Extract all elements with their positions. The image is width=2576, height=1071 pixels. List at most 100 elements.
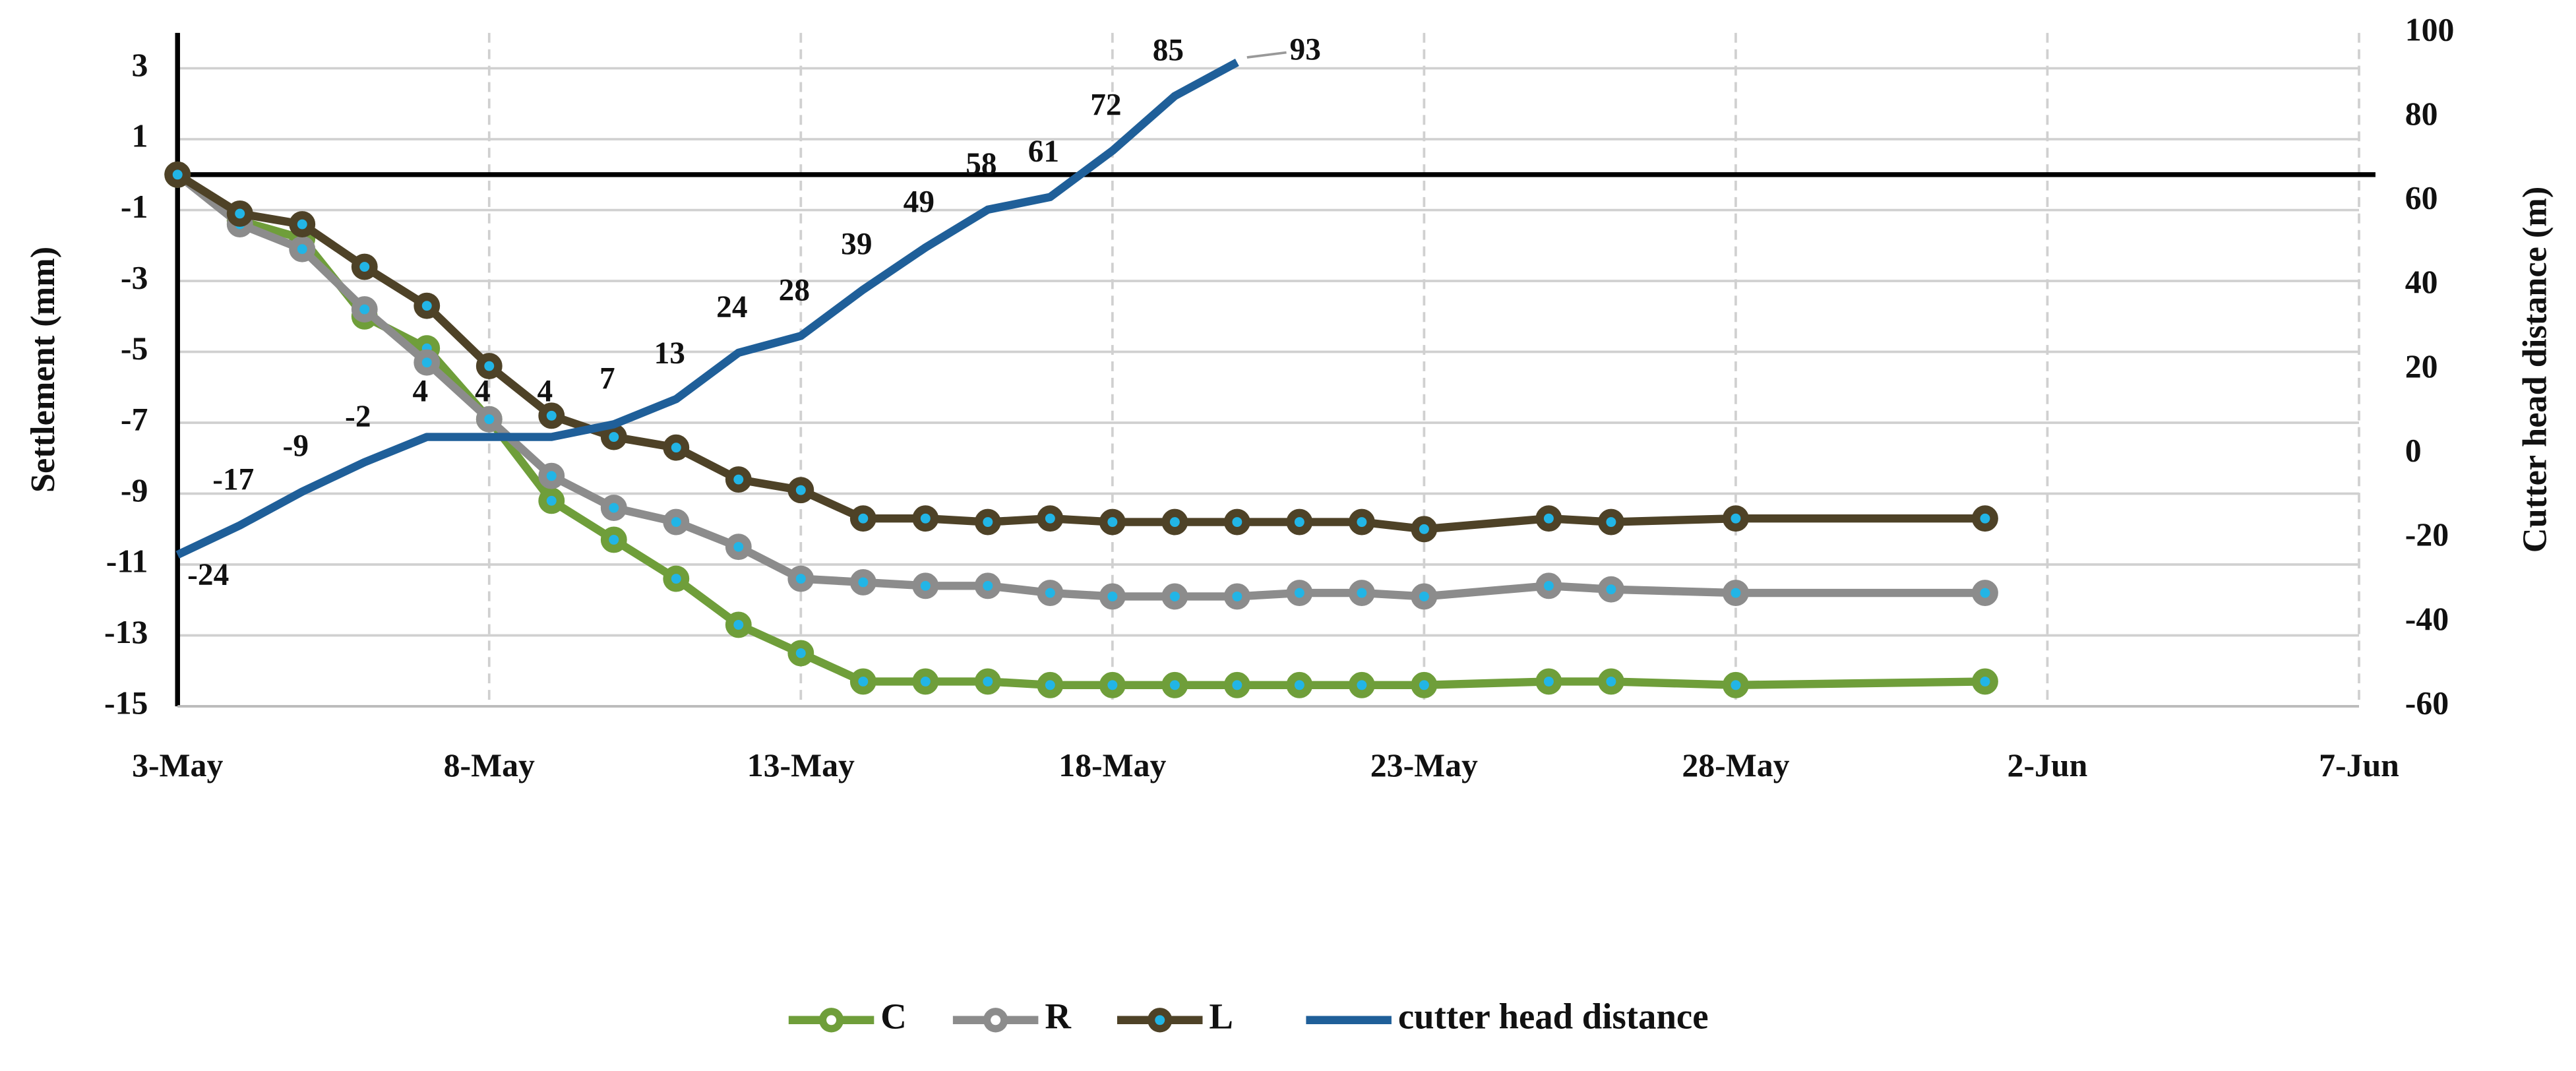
data-label: 24 bbox=[716, 290, 747, 324]
x-tick-label: 13-May bbox=[747, 747, 855, 783]
marker-center bbox=[1232, 680, 1242, 690]
data-label: 4 bbox=[537, 375, 553, 409]
legend-marker-center bbox=[1155, 1015, 1165, 1025]
data-label: 72 bbox=[1090, 88, 1121, 123]
marker-center bbox=[172, 169, 183, 180]
x-tick-label: 8-May bbox=[444, 747, 535, 783]
data-label: 61 bbox=[1028, 135, 1059, 169]
y2-tick-label: 0 bbox=[2405, 433, 2422, 469]
legend-label: R bbox=[1045, 996, 1072, 1036]
data-label: 93 bbox=[1290, 32, 1321, 67]
marker-center bbox=[609, 432, 619, 443]
marker-center bbox=[1357, 588, 1367, 598]
y2-tick-label: -40 bbox=[2405, 601, 2449, 637]
y2-tick-label: 60 bbox=[2405, 180, 2438, 216]
data-label: 39 bbox=[841, 227, 872, 261]
y-tick-label: -15 bbox=[104, 685, 148, 721]
marker-center bbox=[359, 304, 370, 315]
marker-center bbox=[546, 495, 557, 506]
y2-tick-label: 20 bbox=[2405, 348, 2438, 384]
marker-center bbox=[1169, 680, 1180, 690]
marker-center bbox=[609, 534, 619, 545]
legend-marker-center bbox=[826, 1015, 837, 1025]
x-tick-label: 23-May bbox=[1370, 747, 1478, 783]
marker-center bbox=[1169, 591, 1180, 601]
marker-center bbox=[484, 414, 495, 425]
y-tick-label: -11 bbox=[106, 543, 148, 579]
marker-center bbox=[1045, 680, 1055, 690]
marker-center bbox=[297, 219, 307, 229]
marker-center bbox=[795, 485, 806, 495]
marker-center bbox=[1419, 591, 1429, 601]
marker-center bbox=[1169, 517, 1180, 528]
y-tick-label: -1 bbox=[121, 189, 148, 225]
marker-center bbox=[1107, 517, 1118, 528]
y-axis-label: Settlement (mm) bbox=[24, 247, 62, 493]
marker-center bbox=[1606, 676, 1616, 687]
data-label: 28 bbox=[779, 273, 810, 307]
marker-center bbox=[1543, 676, 1554, 687]
data-label: 4 bbox=[412, 375, 428, 409]
marker-center bbox=[1419, 680, 1429, 690]
y2-tick-label: -20 bbox=[2405, 516, 2449, 553]
marker-center bbox=[1232, 591, 1242, 601]
data-label: 85 bbox=[1153, 34, 1184, 68]
marker-center bbox=[920, 580, 931, 591]
marker-center bbox=[983, 580, 993, 591]
x-tick-label: 2-Jun bbox=[2008, 747, 2088, 783]
legend-label: cutter head distance bbox=[1398, 996, 1709, 1036]
data-label: -24 bbox=[187, 558, 229, 592]
marker-center bbox=[1294, 517, 1304, 528]
marker-center bbox=[546, 410, 557, 421]
distance-line bbox=[175, 59, 1239, 559]
marker-center bbox=[983, 517, 993, 528]
marker-center bbox=[671, 517, 681, 528]
y-tick-label: -9 bbox=[121, 472, 148, 508]
y-tick-label: 1 bbox=[131, 117, 148, 154]
marker-center bbox=[1107, 591, 1118, 601]
marker-center bbox=[1731, 513, 1741, 524]
data-label: -17 bbox=[212, 463, 254, 497]
marker-center bbox=[297, 244, 307, 255]
marker-center bbox=[1294, 680, 1304, 690]
marker-center bbox=[1543, 513, 1554, 524]
y-tick-label: -7 bbox=[121, 401, 148, 437]
y-tick-label: -3 bbox=[121, 259, 148, 295]
marker-center bbox=[920, 513, 931, 524]
legend-marker-center bbox=[991, 1015, 1001, 1025]
y2-tick-label: 100 bbox=[2405, 11, 2455, 47]
marker-center bbox=[1357, 517, 1367, 528]
marker-center bbox=[421, 357, 432, 368]
data-label: -2 bbox=[345, 400, 371, 434]
marker-center bbox=[858, 676, 869, 687]
data-label: -9 bbox=[283, 429, 309, 464]
marker-center bbox=[858, 513, 869, 524]
data-label: 49 bbox=[904, 185, 935, 219]
data-label: 13 bbox=[654, 336, 685, 371]
marker-center bbox=[858, 577, 869, 588]
y2-tick-label: 40 bbox=[2405, 264, 2438, 300]
marker-center bbox=[1419, 524, 1429, 534]
marker-center bbox=[1980, 513, 1990, 524]
y-tick-label: -5 bbox=[121, 330, 148, 367]
marker-center bbox=[1606, 517, 1616, 528]
marker-center bbox=[235, 208, 245, 219]
y-tick-label: -13 bbox=[104, 614, 148, 650]
x-tick-label: 18-May bbox=[1058, 747, 1166, 783]
marker-center bbox=[795, 574, 806, 584]
marker-center bbox=[359, 262, 370, 272]
x-tick-label: 7-Jun bbox=[2319, 747, 2399, 783]
marker-center bbox=[1045, 588, 1055, 598]
marker-center bbox=[1232, 517, 1242, 528]
marker-center bbox=[983, 676, 993, 687]
marker-center bbox=[546, 471, 557, 481]
marker-center bbox=[671, 574, 681, 584]
marker-center bbox=[1294, 588, 1304, 598]
y2-tick-label: -60 bbox=[2405, 685, 2449, 721]
marker-center bbox=[733, 541, 744, 552]
marker-center bbox=[609, 503, 619, 513]
marker-center bbox=[1606, 584, 1616, 595]
marker-center bbox=[484, 361, 495, 371]
marker-center bbox=[733, 474, 744, 485]
